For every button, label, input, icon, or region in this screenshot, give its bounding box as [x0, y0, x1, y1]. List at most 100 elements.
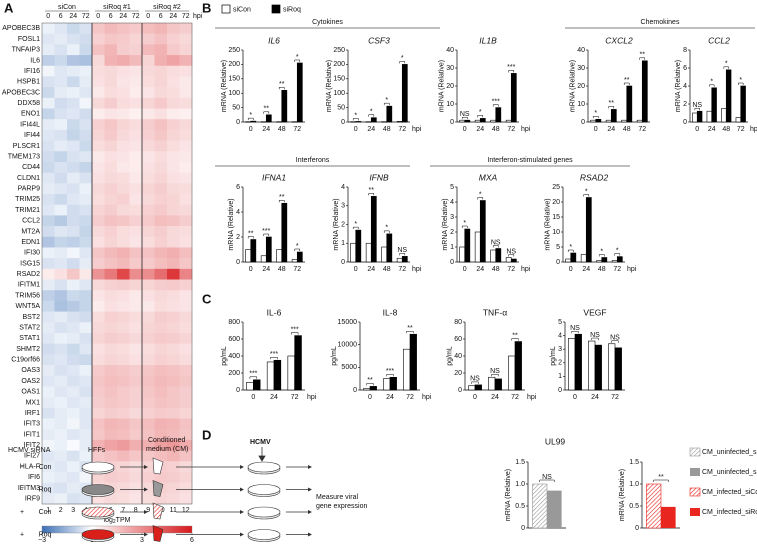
heatmap-cell — [167, 268, 180, 280]
heatmap-cell — [54, 471, 68, 483]
heatmap-cell — [117, 247, 130, 259]
sig-bracket — [477, 197, 484, 200]
heatmap-cell — [129, 44, 143, 56]
heatmap-cell — [129, 300, 143, 312]
virus-label: HCMV — [250, 439, 271, 446]
heatmap-cell — [42, 279, 55, 291]
gene-label: ISG15 — [20, 260, 40, 267]
sig-bracket — [352, 118, 359, 121]
heatmap-cell — [154, 268, 168, 280]
heatmap-cell — [179, 65, 193, 77]
bar — [505, 257, 512, 263]
heatmap-cell — [54, 375, 68, 387]
heatmap-cell — [179, 418, 193, 430]
heatmap-cell — [117, 375, 130, 387]
y-tick-label: 100 — [228, 90, 240, 97]
heatmap-cell — [117, 300, 130, 312]
heatmap-cell — [104, 429, 118, 441]
sirna-label: Con — [39, 464, 52, 471]
heatmap-cell — [129, 76, 143, 88]
heatmap-cell — [54, 397, 68, 409]
column-number: 7 — [121, 507, 125, 514]
heatmap-cell — [67, 343, 80, 355]
heatmap-cell — [54, 151, 68, 163]
chart-title: IL6 — [268, 35, 280, 45]
heatmap-cell — [179, 23, 193, 34]
heatmap-cell — [129, 161, 143, 173]
sig-label: ** — [264, 106, 270, 113]
heatmap-cell — [54, 183, 68, 195]
heatmap-cell — [79, 172, 93, 184]
y-tick-label: 100 — [333, 90, 345, 97]
y-tick-label: 5 — [450, 184, 454, 191]
y-tick-label: 40 — [577, 47, 585, 54]
sig-label: ** — [609, 100, 615, 107]
gene-label: HSPB1 — [17, 79, 40, 86]
x-tick-label: 0 — [354, 126, 358, 133]
arrowhead — [144, 532, 148, 537]
heatmap-cell — [179, 183, 193, 195]
colorbar-tick-label: −3 — [38, 537, 46, 544]
heatmap-cell — [79, 108, 93, 120]
bar — [570, 252, 577, 263]
y-tick-label: 2 — [558, 360, 562, 367]
bar — [381, 246, 388, 263]
heatmap-cell — [104, 87, 118, 99]
bar — [479, 118, 486, 123]
colorbar-label-part: log — [104, 517, 113, 524]
heatmap-cell — [154, 65, 168, 77]
heatmap-cell — [79, 55, 93, 67]
x-tick-label: 0 — [251, 394, 255, 401]
heatmap-cell — [142, 172, 155, 184]
heatmap-cell — [179, 161, 193, 173]
y-tick-label: 0 — [450, 119, 454, 126]
group-header: Cytokines — [312, 19, 343, 26]
heatmap-cell — [54, 119, 68, 131]
hour-label: 24 — [169, 13, 177, 20]
bar — [459, 246, 466, 263]
bar — [389, 377, 397, 391]
diagram-shapes — [258, 447, 266, 462]
x-unit: hpi — [627, 266, 637, 273]
diagram-header: medium (CM) — [146, 446, 188, 453]
heatmap-cell — [92, 407, 105, 419]
heatmap-cell — [67, 204, 80, 216]
heatmap-cell — [42, 493, 55, 505]
heatmap-cell — [54, 97, 68, 109]
heatmap-cell — [54, 461, 68, 473]
heatmap-cell — [79, 268, 93, 280]
heatmap-cell — [67, 471, 80, 483]
dish-top — [81, 461, 115, 473]
heatmap-cell — [154, 172, 168, 184]
x-tick-label: 48 — [492, 266, 500, 273]
heatmap-cell — [79, 365, 93, 377]
heatmap-cell — [167, 279, 180, 291]
heatmap-cell — [129, 343, 143, 355]
heatmap-cell — [54, 354, 68, 366]
heatmap-cell — [67, 236, 80, 248]
heatmap-cell — [117, 151, 130, 163]
heatmap-cell — [117, 183, 130, 195]
heatmap-cell — [104, 397, 118, 409]
heatmap-cell — [179, 493, 193, 505]
heatmap-cell — [92, 44, 105, 56]
sig-bracket — [723, 66, 729, 69]
sig-label: *** — [386, 368, 394, 375]
tube — [152, 502, 164, 520]
heatmap-cell — [42, 194, 55, 206]
heatmap-cell — [67, 172, 80, 184]
heatmap-cell — [117, 97, 130, 109]
dish-top — [247, 506, 281, 518]
heatmap-cell — [117, 194, 130, 206]
heatmap-cell — [104, 44, 118, 56]
heatmap-cell — [67, 140, 80, 152]
bar — [363, 388, 371, 391]
heatmap-cell — [79, 23, 93, 34]
x-tick-label: 24 — [367, 266, 375, 273]
bar — [574, 333, 582, 391]
gene-label: IRF9 — [25, 495, 40, 502]
heatmap-cell — [79, 247, 93, 259]
x-tick-label: 48 — [623, 126, 631, 133]
heatmap-cell — [104, 55, 118, 67]
